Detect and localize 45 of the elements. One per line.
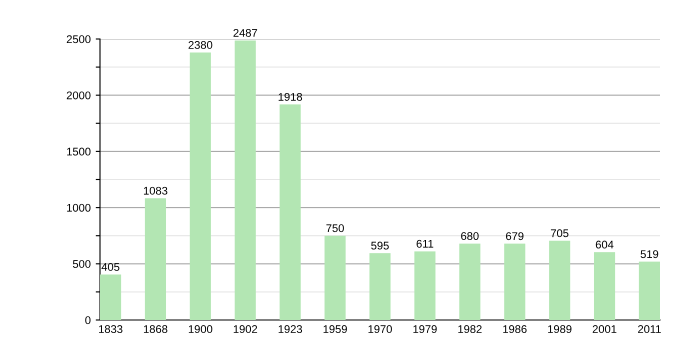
data-label: 705 bbox=[550, 229, 568, 238]
data-label: 611 bbox=[416, 240, 434, 248]
x-tick-label: 1986 bbox=[503, 325, 527, 334]
y-tick-label: 1500 bbox=[67, 148, 91, 156]
y-tick-label: 500 bbox=[72, 260, 91, 268]
x-tick-label: 1989 bbox=[548, 325, 572, 334]
bar bbox=[459, 244, 480, 320]
x-tick-label: 2011 bbox=[638, 325, 661, 334]
x-tick-label: 1902 bbox=[234, 325, 258, 334]
x-tick-label: 1833 bbox=[99, 325, 122, 334]
data-label: 750 bbox=[326, 224, 344, 232]
bar bbox=[190, 52, 211, 320]
x-tick-label: 1982 bbox=[458, 325, 482, 334]
x-tick-label: 1923 bbox=[278, 325, 302, 334]
data-label: 405 bbox=[102, 263, 120, 271]
data-label: 1918 bbox=[278, 92, 302, 101]
bar bbox=[100, 274, 122, 320]
y-tick-label: 1000 bbox=[67, 204, 91, 212]
x-tick-label: 1959 bbox=[324, 325, 347, 334]
x-tick-label: 1868 bbox=[144, 325, 168, 334]
data-label: 680 bbox=[461, 232, 479, 240]
y-tick-label: 0 bbox=[85, 316, 91, 324]
data-label: 2487 bbox=[233, 29, 258, 37]
data-label: 1083 bbox=[144, 186, 168, 195]
data-label: 519 bbox=[640, 250, 658, 258]
data-label: 595 bbox=[371, 242, 389, 250]
data-label: 604 bbox=[596, 240, 614, 249]
y-tick-label: 2000 bbox=[66, 91, 91, 100]
bar bbox=[638, 262, 660, 320]
x-tick-label: 2001 bbox=[592, 325, 616, 334]
bar bbox=[234, 40, 256, 320]
bar bbox=[324, 236, 346, 320]
bar bbox=[594, 252, 616, 320]
data-label: 2380 bbox=[188, 41, 212, 49]
x-tick-label: 1979 bbox=[413, 325, 437, 334]
bar bbox=[504, 244, 526, 320]
bar bbox=[414, 251, 436, 320]
bar bbox=[369, 253, 391, 320]
y-tick-label: 2500 bbox=[66, 35, 91, 44]
x-tick-label: 1970 bbox=[368, 325, 392, 334]
bar bbox=[549, 240, 570, 320]
bar bbox=[280, 104, 301, 320]
x-tick-label: 1900 bbox=[188, 325, 212, 334]
data-label: 679 bbox=[506, 232, 524, 240]
bar bbox=[144, 198, 166, 320]
